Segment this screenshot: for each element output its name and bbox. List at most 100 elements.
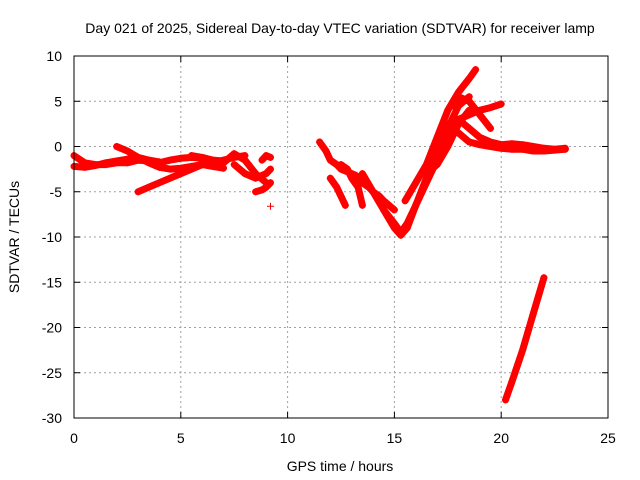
data-point — [198, 161, 206, 169]
data-point — [390, 206, 398, 214]
data-point — [230, 161, 238, 169]
data-point — [252, 174, 260, 182]
data-point — [422, 161, 430, 169]
data-point — [220, 159, 228, 167]
series-trace — [326, 174, 349, 209]
data-point — [155, 159, 163, 167]
data-point — [433, 133, 441, 141]
data-point — [166, 165, 174, 173]
data-point — [354, 183, 362, 191]
grid-lines — [74, 56, 608, 418]
x-tick-label: 10 — [280, 430, 296, 446]
data-point — [166, 156, 174, 164]
series-trace — [380, 93, 473, 239]
chart-title: Day 021 of 2025, Sidereal Day-to-day VTE… — [85, 20, 595, 36]
x-tick-label: 5 — [177, 430, 185, 446]
data-point — [487, 104, 495, 112]
data-point — [267, 202, 275, 210]
data-point — [465, 97, 473, 105]
data-point — [501, 396, 509, 404]
data-point — [422, 170, 430, 178]
data-point — [540, 147, 548, 155]
data-point — [551, 146, 559, 154]
data-point — [333, 183, 341, 191]
data-series-arc-21 — [448, 93, 495, 132]
data-point — [155, 179, 163, 187]
data-point — [412, 201, 420, 209]
data-point — [187, 165, 195, 173]
x-tick-label: 20 — [493, 430, 509, 446]
y-tick-label: 10 — [46, 48, 62, 64]
data-point — [177, 154, 185, 162]
data-series-arc-19 — [444, 120, 569, 155]
data-point — [448, 102, 456, 110]
data-point — [487, 143, 495, 150]
data-point — [91, 162, 99, 170]
data-point — [508, 145, 516, 153]
data-point — [337, 161, 345, 169]
data-point — [444, 143, 452, 150]
data-point — [262, 152, 270, 160]
data-point — [267, 179, 275, 187]
data-point — [529, 147, 537, 155]
data-point — [472, 66, 480, 74]
data-point — [561, 145, 569, 153]
y-tick-label: -15 — [42, 274, 62, 290]
data-point — [145, 183, 153, 191]
data-point — [267, 165, 275, 173]
data-series-arc-09 — [258, 152, 275, 164]
data-point — [519, 346, 527, 354]
data-point — [380, 206, 388, 214]
series-trace — [401, 66, 480, 205]
data-point — [508, 378, 516, 386]
data-point — [519, 145, 527, 153]
data-point — [252, 188, 260, 196]
data-point — [465, 75, 473, 83]
data-point — [454, 115, 462, 123]
data-series-arc-22 — [501, 274, 548, 404]
data-series-arc-08 — [252, 179, 275, 196]
data-point — [444, 106, 452, 114]
data-point — [540, 274, 548, 282]
data-point — [476, 133, 484, 141]
data-point — [465, 111, 473, 119]
data-point — [348, 174, 356, 182]
data-point — [267, 153, 275, 161]
axis-ticks: 0 5 10 15 20 25 -30 -25 -20 -15 -10 -5 0 5 10 — [42, 48, 616, 446]
data-series-arc-10 — [267, 202, 275, 210]
series-trace — [252, 179, 274, 196]
data-point — [497, 144, 505, 152]
data-point — [145, 157, 153, 165]
data-point — [337, 192, 345, 200]
data-point — [397, 231, 405, 239]
data-point — [369, 188, 377, 196]
data-point — [476, 111, 484, 119]
data-point — [529, 310, 537, 318]
data-point — [487, 124, 495, 132]
data-point — [358, 170, 366, 178]
data-point — [433, 161, 441, 169]
y-tick-label: -25 — [42, 365, 62, 381]
data-point — [341, 201, 349, 209]
data-point — [209, 156, 217, 164]
data-point — [198, 153, 206, 161]
y-tick-label: -20 — [42, 320, 62, 336]
data-point — [113, 143, 121, 150]
data-point — [241, 156, 249, 164]
data-series-layer — [70, 66, 569, 404]
data-point — [258, 186, 266, 194]
y-tick-label: -30 — [42, 410, 62, 426]
data-point — [262, 183, 270, 191]
data-point — [258, 156, 266, 164]
data-point — [476, 141, 484, 149]
data-point — [390, 224, 398, 232]
data-point — [444, 120, 452, 128]
data-point — [113, 157, 121, 165]
data-point — [497, 100, 505, 108]
data-point — [322, 147, 330, 155]
data-point — [262, 170, 270, 178]
data-series-arc-13 — [337, 161, 366, 209]
data-point — [81, 163, 89, 171]
data-series-arc-07 — [230, 161, 275, 182]
